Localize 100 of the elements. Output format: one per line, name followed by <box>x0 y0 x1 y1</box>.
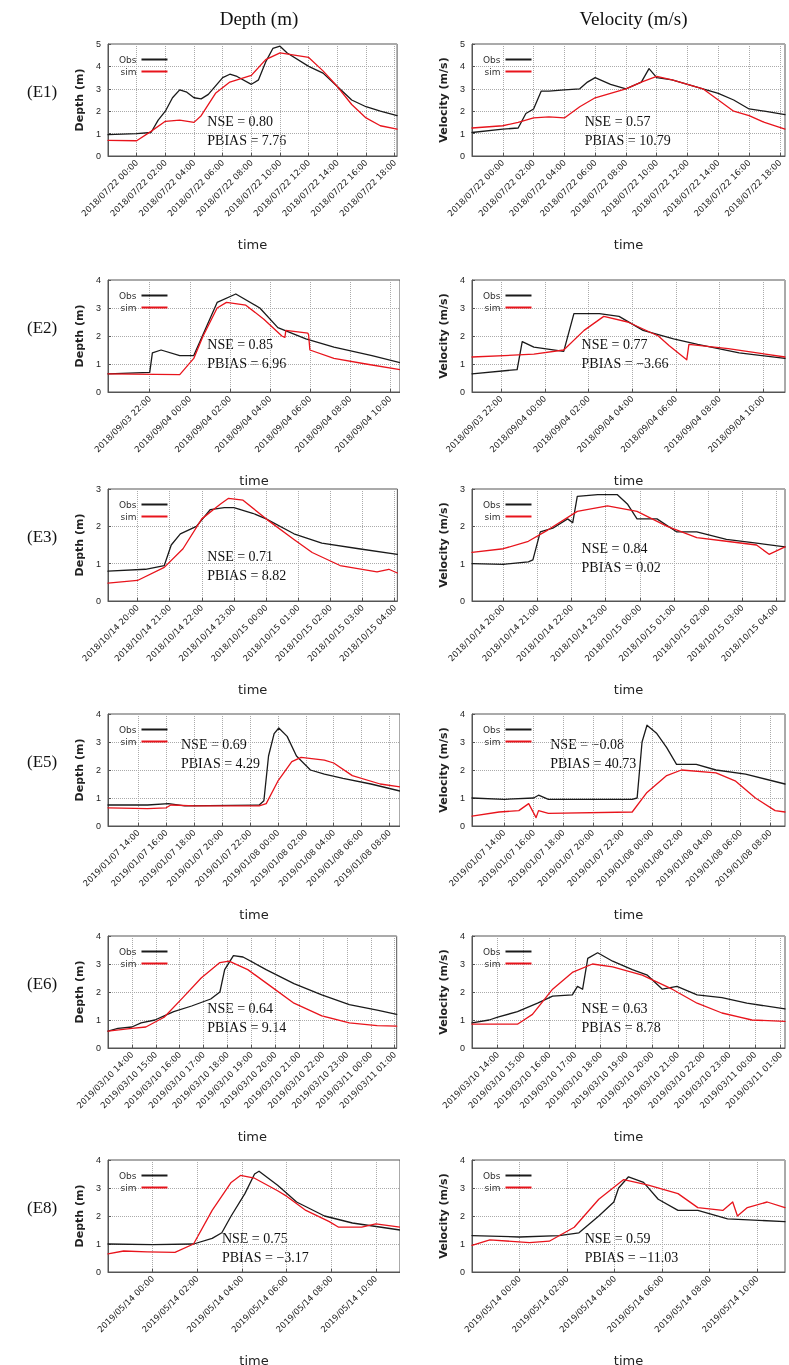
x-axis-title: time <box>613 1353 644 1365</box>
legend-label: Obs <box>118 290 137 301</box>
y-tick-label: 3 <box>95 1183 101 1193</box>
legend-label: Obs <box>482 946 501 957</box>
x-axis-title: time <box>613 907 644 922</box>
y-tick-label: 4 <box>459 275 465 285</box>
annotation: NSE = 0.71 <box>207 549 274 565</box>
legend-label: Obs <box>118 946 137 957</box>
annotation: PBIAS = 4.29 <box>181 756 261 772</box>
legend-label: sim <box>484 511 501 522</box>
legend-label: Obs <box>118 54 137 65</box>
y-tick-label: 2 <box>95 1211 101 1221</box>
legend-label: sim <box>120 302 137 313</box>
y-axis-title: Velocity (m/s) <box>437 502 451 588</box>
y-tick-label: 3 <box>95 737 101 747</box>
text: (E3) <box>27 527 58 546</box>
y-axis-title: Velocity (m/s) <box>437 57 451 143</box>
chart-title: Depth (m) <box>219 8 299 30</box>
y-tick-label: 4 <box>95 275 101 285</box>
line-series <box>471 75 786 130</box>
legend-label: Obs <box>482 54 501 65</box>
y-tick-label: 5 <box>459 39 465 49</box>
y-tick-label: 0 <box>95 1267 101 1277</box>
y-tick-label: 3 <box>459 1183 465 1193</box>
y-tick-label: 0 <box>95 596 101 606</box>
y-tick-label: 2 <box>459 1211 465 1221</box>
y-tick-label: 2 <box>95 106 101 117</box>
y-axis-title: Depth (m) <box>73 304 87 368</box>
legend-label: Obs <box>118 724 137 735</box>
y-axis-title: Depth (m) <box>73 738 87 802</box>
legend-label: Obs <box>482 290 501 301</box>
legend-label: sim <box>484 736 501 747</box>
legend-label: sim <box>120 66 137 77</box>
line-series <box>471 312 786 375</box>
y-tick-label: 2 <box>459 987 465 997</box>
y-tick-label: 1 <box>95 1015 101 1025</box>
annotation: NSE = 0.57 <box>584 114 651 130</box>
text: (E2) <box>27 318 58 337</box>
legend-label: sim <box>484 66 501 77</box>
y-axis-title: Velocity (m/s) <box>437 1173 451 1259</box>
line-series <box>107 497 399 584</box>
y-tick-label: 4 <box>95 61 101 72</box>
line-series <box>107 1170 400 1246</box>
y-tick-label: 1 <box>95 1239 101 1249</box>
y-tick-label: 0 <box>459 596 465 606</box>
annotation: PBIAS = 40.73 <box>550 756 637 772</box>
x-axis-title: time <box>613 682 644 697</box>
legend-label: Obs <box>482 724 501 735</box>
text: (E8) <box>27 1198 58 1217</box>
y-tick-label: 2 <box>95 521 101 532</box>
y-tick-label: 3 <box>459 737 465 747</box>
y-tick-label: 1 <box>95 128 101 139</box>
legend-label: sim <box>120 511 137 522</box>
annotation: PBIAS = 8.82 <box>207 568 287 584</box>
annotation: NSE = 0.85 <box>207 336 274 352</box>
annotation: PBIAS = 10.79 <box>584 133 671 149</box>
chart-title: Velocity (m/s) <box>579 8 688 30</box>
y-tick-label: 4 <box>459 1155 465 1165</box>
line-series <box>471 724 786 801</box>
y-tick-label: 1 <box>95 359 101 369</box>
y-tick-label: 1 <box>95 558 101 569</box>
legend-label: Obs <box>118 1170 137 1181</box>
y-tick-label: 1 <box>459 1239 465 1249</box>
y-tick-label: 3 <box>95 484 101 494</box>
y-tick-label: 1 <box>95 793 101 803</box>
text: (E1) <box>27 82 58 101</box>
x-axis-title: time <box>237 237 268 252</box>
line-series <box>107 756 400 810</box>
text: (E5) <box>27 752 58 771</box>
y-tick-label: 1 <box>459 793 465 803</box>
x-axis-title: time <box>239 473 269 488</box>
x-axis-title: time <box>613 237 644 252</box>
line-series <box>107 507 399 572</box>
y-tick-label: 2 <box>95 331 101 341</box>
line-series <box>471 769 786 819</box>
y-tick-label: 4 <box>95 931 101 941</box>
x-axis-title: time <box>237 1129 268 1144</box>
y-axis-title: Depth (m) <box>73 1184 87 1248</box>
x-axis-title: time <box>238 682 268 697</box>
y-axis-title: Depth (m) <box>73 68 87 132</box>
y-axis-title: Velocity (m/s) <box>437 949 451 1035</box>
y-tick-label: 0 <box>459 1043 465 1053</box>
annotation: NSE = 0.77 <box>581 336 648 352</box>
legend-label: Obs <box>482 499 501 510</box>
y-tick-label: 3 <box>459 484 465 494</box>
legend-label: sim <box>484 1182 501 1193</box>
y-tick-label: 1 <box>459 558 465 569</box>
legend-label: sim <box>484 958 501 969</box>
y-tick-label: 1 <box>459 1015 465 1025</box>
text: (E6) <box>27 974 58 993</box>
annotation: NSE = 0.63 <box>581 1000 648 1016</box>
legend-label: Obs <box>118 499 137 510</box>
y-tick-label: 4 <box>95 1155 101 1165</box>
x-axis-title: time <box>239 1353 269 1365</box>
x-axis-title: time <box>613 473 644 488</box>
y-tick-label: 5 <box>95 39 101 49</box>
y-tick-label: 4 <box>459 931 465 941</box>
line-series <box>471 1178 786 1247</box>
y-tick-label: 2 <box>95 765 101 775</box>
y-tick-label: 4 <box>459 61 465 72</box>
